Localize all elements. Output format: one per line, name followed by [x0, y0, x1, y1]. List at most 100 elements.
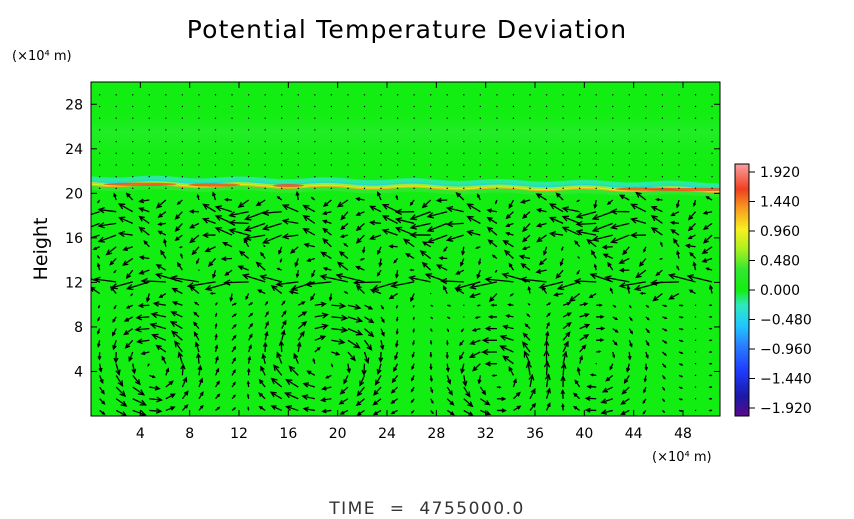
wind-vector-head	[138, 215, 145, 222]
wind-vector	[456, 192, 465, 201]
wind-vector-head	[635, 191, 642, 198]
wind-vector	[314, 314, 328, 318]
wind-vector-head	[186, 282, 195, 289]
wind-vector	[139, 199, 150, 203]
wind-vector	[669, 274, 696, 283]
wind-vector-dot	[579, 105, 581, 108]
wind-vector-head	[708, 315, 712, 318]
wind-vector	[132, 409, 146, 416]
wind-vector-dot	[446, 152, 448, 154]
wind-vector-head	[243, 237, 248, 244]
wind-vector-head	[459, 342, 463, 347]
wind-vector	[467, 215, 481, 224]
wind-vector-dot	[479, 129, 481, 131]
wind-vector-head	[169, 320, 178, 328]
wind-vector	[467, 203, 481, 213]
wind-vector-head	[519, 276, 527, 283]
wind-vector-head	[216, 393, 221, 398]
wind-vector-head	[125, 192, 131, 198]
wind-vector-dot	[562, 152, 564, 154]
wind-vector-head	[391, 378, 397, 384]
y-tick-label: 16	[65, 231, 83, 247]
wind-vector-head	[336, 261, 344, 268]
wind-vector	[306, 281, 332, 286]
wind-vector-dot	[512, 94, 515, 96]
wind-vector-head	[295, 190, 300, 196]
wind-vector-head	[339, 410, 345, 415]
wind-vector-dot	[661, 152, 664, 154]
wind-vector-head	[369, 234, 376, 240]
wind-vector	[132, 374, 141, 385]
wind-vector-dot	[314, 140, 316, 143]
wind-vector	[504, 250, 514, 259]
wind-vector	[208, 258, 216, 267]
wind-vector-head	[484, 276, 492, 283]
wind-vector-head	[548, 230, 556, 238]
wind-vector-head	[542, 250, 548, 256]
wind-vector-head	[680, 304, 684, 307]
x-tick-label: 20	[329, 426, 347, 442]
wind-vector	[245, 234, 266, 240]
wind-vector-head	[555, 273, 561, 279]
wind-vector-head	[548, 302, 552, 306]
wind-vector-head	[176, 261, 182, 267]
wind-vector-head	[593, 263, 597, 268]
wind-vector-dot	[115, 164, 117, 166]
wind-vector-dot	[446, 176, 448, 178]
wind-vector-head	[261, 353, 267, 359]
wind-vector-head	[282, 300, 286, 304]
wind-vector-head	[629, 343, 633, 348]
wind-vector-head	[609, 287, 613, 292]
wind-vector	[592, 234, 613, 241]
wind-vector-head	[355, 225, 362, 232]
wind-vector	[283, 219, 299, 225]
wind-vector-dot	[579, 164, 581, 166]
wind-vector-dot	[363, 105, 366, 108]
wind-vector-dot	[694, 187, 697, 189]
wind-vector-head	[476, 304, 480, 307]
wind-vector-head	[659, 257, 662, 260]
wind-vector-head	[508, 262, 513, 268]
wind-vector-head	[368, 318, 375, 324]
wind-vector-dot	[545, 187, 548, 189]
wind-vector-head	[708, 351, 712, 354]
wind-vector-head	[662, 388, 666, 391]
wind-vector-head	[448, 304, 452, 307]
wind-vector	[322, 386, 332, 390]
wind-vector-head	[280, 329, 286, 336]
wind-vector-head	[445, 367, 450, 373]
wind-vector	[171, 276, 200, 283]
wind-vector-head	[109, 260, 115, 266]
wind-vector-head	[646, 330, 650, 334]
wind-vector	[223, 242, 233, 248]
wind-vector-head	[288, 365, 295, 373]
wind-vector-head	[390, 389, 396, 394]
wind-vector-dot	[545, 152, 548, 154]
wind-vector-dot	[645, 117, 647, 119]
wind-vector-dot	[99, 140, 101, 143]
wind-vector-head	[369, 205, 376, 212]
wind-vector-dot	[545, 176, 548, 178]
wind-vector	[562, 215, 580, 224]
wind-vector-head	[576, 366, 581, 372]
wind-vector-head	[155, 264, 162, 270]
colorbar-tick-label: 0.480	[760, 254, 800, 270]
wind-vector-dot	[363, 176, 366, 178]
wind-vector-dot	[281, 129, 283, 131]
wind-vector-head	[393, 367, 398, 373]
wind-vector-head	[601, 387, 608, 393]
wind-vector-head	[170, 406, 176, 411]
wind-vector-head	[258, 405, 263, 410]
wind-vector-head	[101, 411, 106, 415]
wind-vector-head	[343, 242, 347, 246]
wind-vector	[132, 363, 136, 374]
wind-vector-head	[301, 394, 309, 401]
wind-vector-head	[501, 408, 507, 413]
wind-vector-head	[484, 400, 491, 406]
wind-vector-head	[708, 386, 712, 389]
wind-vector-head	[171, 300, 178, 306]
wind-vector-head	[466, 203, 474, 210]
wind-vector-head	[124, 343, 131, 349]
wind-vector-dot	[595, 129, 597, 131]
wind-vector-head	[282, 319, 287, 325]
